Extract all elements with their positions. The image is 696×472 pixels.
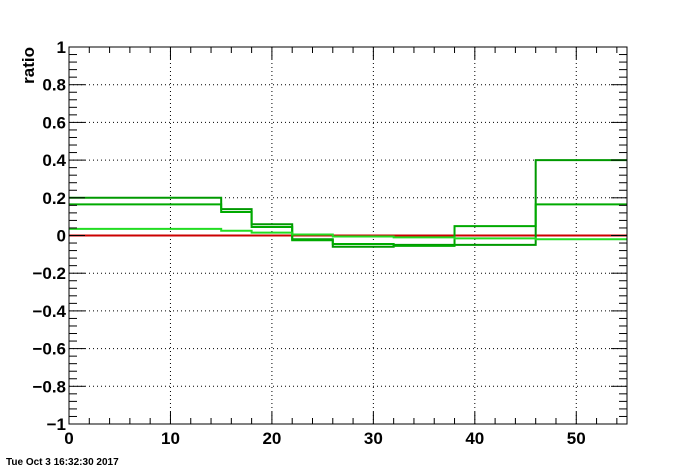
y-tick-label: 0 xyxy=(57,227,66,246)
series-line-2 xyxy=(69,203,627,247)
y-tick-label: 0.2 xyxy=(42,189,66,208)
x-tick-label: 10 xyxy=(161,429,180,448)
tick-labels: 0 10 20 30 40 50 −1 −0.8 −0.6 −0.4 −0.2 0 0.2 0.4 0.6 0… xyxy=(32,38,585,448)
series-line-3 xyxy=(69,227,627,241)
y-tick-label: 0.4 xyxy=(42,151,66,170)
y-axis-title: ratio xyxy=(19,47,38,84)
y-tick-label: −0.2 xyxy=(32,264,66,283)
y-tick-label: −0.8 xyxy=(32,377,66,396)
y-tick-label: 0.8 xyxy=(42,76,66,95)
y-tick-label: −0.6 xyxy=(32,340,66,359)
timestamp: Tue Oct 3 16:32:30 2017 xyxy=(6,457,119,468)
y-tick-label: −1 xyxy=(47,415,66,434)
x-tick-label: 20 xyxy=(262,429,281,448)
axis-ticks xyxy=(68,46,627,425)
y-tick-label: 1 xyxy=(57,38,66,57)
x-tick-label: 0 xyxy=(64,429,73,448)
y-tick-label: −0.4 xyxy=(32,302,66,321)
x-tick-label: 40 xyxy=(465,429,484,448)
x-tick-label: 50 xyxy=(567,429,586,448)
x-tick-label: 30 xyxy=(364,429,383,448)
y-tick-label: 0.6 xyxy=(42,113,66,132)
data-series xyxy=(69,159,627,248)
